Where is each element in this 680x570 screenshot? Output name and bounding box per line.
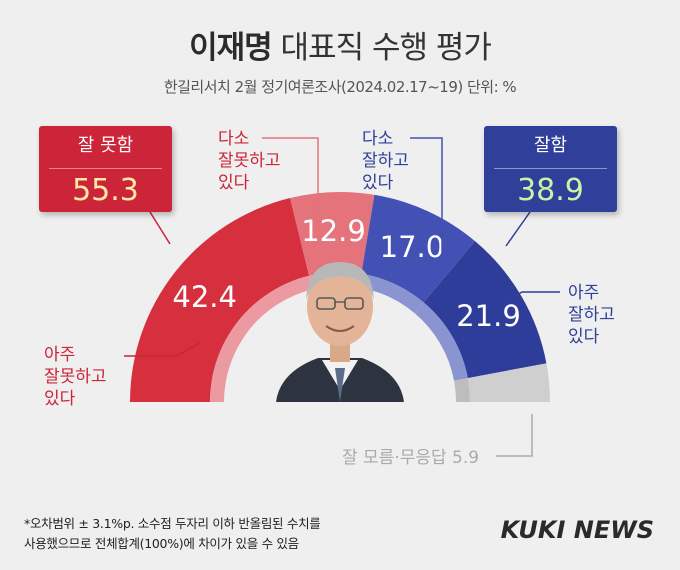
annotation-very-bad: 아주 잘못하고 있다 <box>44 345 107 409</box>
annotation-unknown: 잘 모름·무응답 5.9 <box>342 448 480 468</box>
slice-group <box>130 192 550 402</box>
leader-some-good <box>410 137 443 280</box>
inner-ring-segment-3 <box>414 302 468 381</box>
slice-value-label-2: 17.0 <box>380 230 445 264</box>
slice-label-group: 42.4 12.9 17.0 21.9 <box>172 214 520 333</box>
box-divider <box>49 168 162 169</box>
annotation-some-bad: 다소 잘못하고 있다 <box>218 129 281 193</box>
slice-value-label-3: 21.9 <box>456 299 521 333</box>
negative-summary-label: 잘 못함 <box>77 135 134 156</box>
inner-ring-segment-4 <box>454 378 470 402</box>
slice-value-label-0: 42.4 <box>172 280 237 314</box>
slice-4 <box>467 363 550 402</box>
inner-ring-segment-0 <box>210 275 313 402</box>
inner-ring-segment-2 <box>359 273 424 314</box>
box-divider <box>494 168 607 169</box>
positive-summary-value: 38.9 <box>517 173 584 208</box>
slice-3 <box>423 241 547 379</box>
negative-summary-value: 55.3 <box>72 173 139 208</box>
slice-0 <box>130 198 310 402</box>
slice-2 <box>361 194 476 303</box>
leader-unknown <box>496 414 533 457</box>
leader-lines <box>124 137 560 457</box>
positive-summary-label: 잘함 <box>533 135 568 156</box>
leader-very-good <box>499 291 560 306</box>
leader-negative-box <box>149 211 171 245</box>
annotation-very-good: 아주 잘하고 있다 <box>568 283 615 347</box>
leader-positive-box <box>505 211 531 247</box>
slice-value-label-1: 12.9 <box>301 214 366 248</box>
negative-summary-box: 잘 못함 55.3 <box>39 126 172 212</box>
page-title: 이재명 대표직 수행 평가 <box>0 22 680 67</box>
footnote: *오차범위 ± 3.1%p. 소수점 두자리 이하 반올림된 수치를 사용했으므… <box>24 516 321 551</box>
positive-summary-box: 잘함 38.9 <box>484 126 617 212</box>
page-subtitle: 한길리서치 2월 정기여론조사(2024.02.17~19) 단위: % <box>163 78 517 96</box>
leader-some-bad <box>262 137 319 232</box>
leader-very-bad <box>124 342 201 357</box>
slice-1 <box>290 192 375 276</box>
title-name: 이재명 <box>189 30 273 66</box>
brand-logo: KUKI NEWS <box>500 516 654 544</box>
title-rest: 대표직 수행 평가 <box>271 30 492 66</box>
annotation-some-good: 다소 잘하고 있다 <box>362 129 409 193</box>
